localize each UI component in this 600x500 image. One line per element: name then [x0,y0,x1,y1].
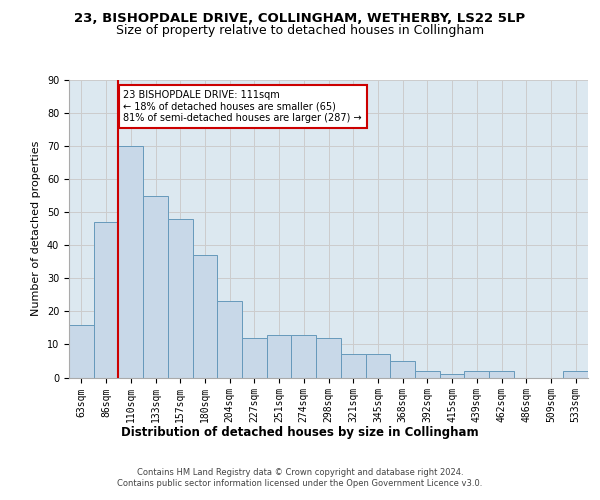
Bar [242,338,267,378]
Bar [440,374,464,378]
Bar [267,334,292,378]
Bar [292,334,316,378]
Bar [415,371,440,378]
Bar [316,338,341,378]
Bar [464,371,489,378]
Y-axis label: Number of detached properties: Number of detached properties [31,141,41,316]
Text: Distribution of detached houses by size in Collingham: Distribution of detached houses by size … [121,426,479,439]
Bar [341,354,365,378]
Bar [489,371,514,378]
Bar [365,354,390,378]
Text: Contains HM Land Registry data © Crown copyright and database right 2024.: Contains HM Land Registry data © Crown c… [137,468,463,477]
Bar [143,196,168,378]
Bar [118,146,143,378]
Bar [563,371,588,378]
Text: 23 BISHOPDALE DRIVE: 111sqm
← 18% of detached houses are smaller (65)
81% of sem: 23 BISHOPDALE DRIVE: 111sqm ← 18% of det… [124,90,362,123]
Text: Size of property relative to detached houses in Collingham: Size of property relative to detached ho… [116,24,484,37]
Bar [390,361,415,378]
Text: Contains public sector information licensed under the Open Government Licence v3: Contains public sector information licen… [118,480,482,488]
Bar [94,222,118,378]
Bar [69,324,94,378]
Bar [193,255,217,378]
Text: 23, BISHOPDALE DRIVE, COLLINGHAM, WETHERBY, LS22 5LP: 23, BISHOPDALE DRIVE, COLLINGHAM, WETHER… [74,12,526,26]
Bar [168,219,193,378]
Bar [217,302,242,378]
